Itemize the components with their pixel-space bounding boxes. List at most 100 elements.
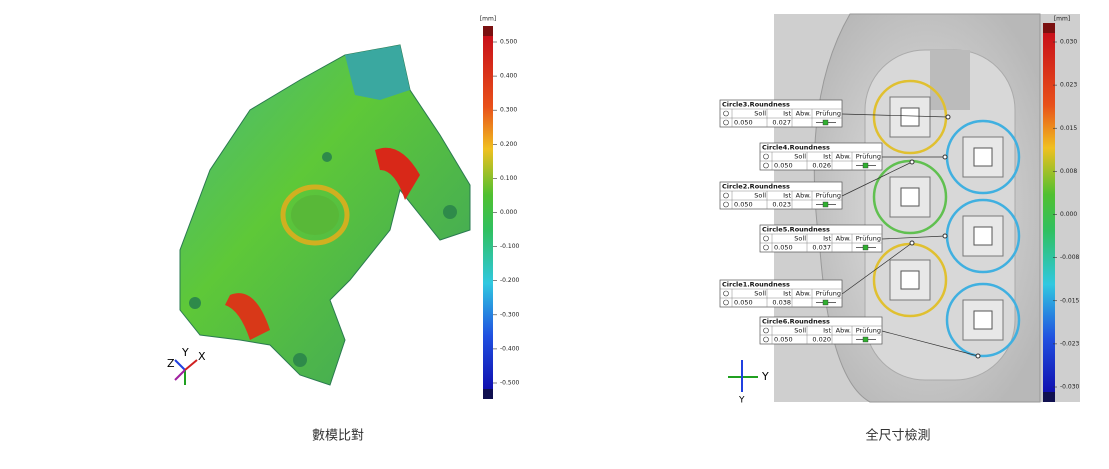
soll-value: 0.050 [734,201,753,209]
symbol [723,201,729,208]
symbol [763,336,769,343]
scale-label: 0.500 [500,39,517,46]
table-title: Circle4.Roundness [762,144,830,152]
square-feature [900,107,920,127]
table-header: Ist [823,235,831,243]
symbol [723,299,729,306]
symbol [723,119,729,126]
symbol [763,235,769,242]
symbol [723,192,729,199]
table-header: Abw. [796,192,811,200]
leader-end [942,233,948,239]
leader-end [909,240,915,246]
scale-label: -0.200 [500,277,520,284]
scale-label: 0.015 [1060,125,1077,132]
square-feature [973,147,993,167]
soll-value: 0.050 [774,336,793,344]
symbol [763,153,769,160]
leader-end [945,114,951,120]
table-header: Soll [794,327,806,335]
scan-model [179,44,471,386]
scale-label: 0.300 [500,107,517,114]
axis-triad [728,360,758,392]
gauge-marker [862,336,869,343]
scale-unit: [mm] [1054,16,1070,23]
table-title: Circle2.Roundness [722,183,790,191]
scale-label: 0.000 [500,209,517,216]
soll-value: 0.050 [774,162,793,170]
gauge-marker [822,299,829,306]
scale-cap [483,389,493,399]
soll-value: 0.050 [734,299,753,307]
square-feature [973,226,993,246]
symbol [763,244,769,251]
axis-label: Y [761,370,769,383]
table-title: Circle5.Roundness [762,226,830,234]
square-feature [900,270,920,290]
table-title: Circle6.Roundness [762,318,830,326]
table-header: Abw. [836,153,851,161]
scale-label: 0.200 [500,141,517,148]
table-header: Prüfung [856,327,881,335]
scale-cap [1043,23,1055,33]
axis-label: Y [738,396,745,406]
ist-value: 0.020 [812,336,831,344]
table-header: Soll [794,153,806,161]
leader-line [841,242,913,295]
scale-label: 0.000 [1060,211,1077,218]
table-header: Prüfung [816,192,841,200]
scale-label: -0.015 [1060,297,1080,304]
gauge-marker [862,244,869,251]
scale-label: 0.400 [500,73,517,80]
table-header: Soll [754,290,766,298]
scale-label: -0.023 [1060,340,1080,347]
table-header: Abw. [836,235,851,243]
table-header: Soll [754,192,766,200]
scale-label: -0.500 [500,380,520,387]
caption: 全尺寸檢測 [865,428,930,444]
gauge-marker [862,162,869,169]
table-title: Circle3.Roundness [722,101,790,109]
caption: 數模比對 [312,429,364,444]
symbol [763,162,769,169]
ist-value: 0.023 [772,201,791,209]
axis-label: Y [181,346,189,359]
leader-line [881,330,979,357]
table-title: Circle1.Roundness [722,281,790,289]
ist-value: 0.037 [812,244,831,252]
scale-unit: [mm] [480,16,496,23]
axis-label: X [198,350,206,363]
table-header: Prüfung [856,235,881,243]
ist-value: 0.026 [812,162,831,170]
table-header: Ist [823,153,831,161]
leader-end [942,154,948,160]
roundness-circle [945,282,1021,358]
scale-cap [1043,392,1055,402]
leader-line [841,113,949,118]
ist-value: 0.027 [772,119,791,127]
table-header: Ist [783,192,791,200]
table-header: Prüfung [856,153,881,161]
symbol [723,110,729,117]
scale-label: -0.100 [500,243,520,250]
scale-label: 0.008 [1060,168,1077,175]
table-header: Soll [794,235,806,243]
color-scale [1043,33,1055,392]
scale-label: 0.030 [1060,39,1077,46]
axis-triad [174,359,198,385]
scale-label: -0.008 [1060,254,1080,261]
symbol [723,290,729,297]
table-header: Abw. [796,290,811,298]
color-scale [483,36,493,389]
table-header: Prüfung [816,110,841,118]
gauge-marker [822,119,829,126]
table-header: Abw. [836,327,851,335]
square-feature [973,310,993,330]
gauge-marker [822,201,829,208]
scale-label: 0.023 [1060,82,1077,89]
scale-cap [483,26,493,36]
scale-label: -0.300 [500,311,520,318]
table-header: Soll [754,110,766,118]
soll-value: 0.050 [774,244,793,252]
